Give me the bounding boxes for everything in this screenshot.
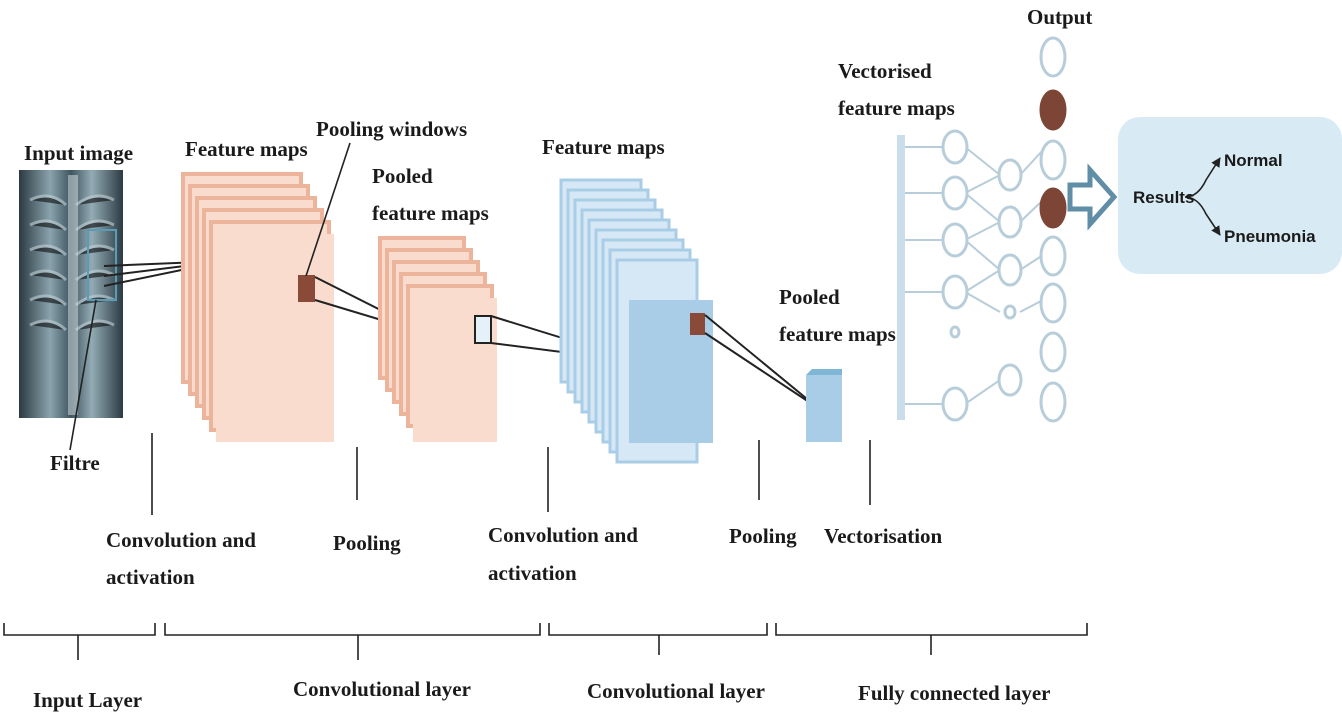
feature-maps-stack-1 xyxy=(181,172,334,442)
pool2-lines xyxy=(704,314,819,409)
pooled-feature-maps-cube xyxy=(806,369,842,442)
output-label: Output xyxy=(1027,5,1092,29)
step-ticks xyxy=(151,433,871,515)
normal-label: Normal xyxy=(1224,151,1283,170)
hollow-arrow-icon xyxy=(1067,163,1118,231)
step-conv1-line2: activation xyxy=(106,565,195,589)
pooling-windows-pointer xyxy=(305,142,351,277)
pooling-window-1 xyxy=(298,275,315,302)
results-label: Results xyxy=(1133,188,1194,207)
step-vectorisation: Vectorisation xyxy=(824,524,943,548)
feature-maps-2-label: Feature maps xyxy=(542,135,665,159)
filtre-pointer xyxy=(69,299,97,451)
step-conv1-line1: Convolution and xyxy=(106,528,256,552)
pooled-feature-maps-1-label-line2: feature maps xyxy=(372,201,489,225)
layer-conv1-label: Convolutional layer xyxy=(293,677,471,701)
fc-connections xyxy=(905,146,1044,405)
pooling-windows-label: Pooling windows xyxy=(316,117,467,141)
layer-brackets xyxy=(3,623,1088,660)
pooling-window-2 xyxy=(690,313,705,335)
conv2-filter-window xyxy=(474,315,492,344)
layer-input-label: Input Layer xyxy=(33,688,142,712)
pooled-feature-maps-1-label-line1: Pooled xyxy=(372,164,433,188)
pooled-feature-maps-2-label-line2: feature maps xyxy=(779,322,896,346)
vectorised-column xyxy=(897,135,905,420)
feature-maps-stack-2 xyxy=(559,178,713,464)
pneumonia-label: Pneumonia xyxy=(1224,227,1316,246)
pooled-feature-maps-2-label-line1: Pooled xyxy=(779,285,840,309)
filtre-label: Filtre xyxy=(50,451,100,475)
step-conv2-line1: Convolution and xyxy=(488,523,638,547)
vectorised-label-line1: Vectorised xyxy=(838,59,932,83)
layer-fc-label: Fully connected layer xyxy=(858,681,1050,705)
output-layer xyxy=(1039,36,1067,423)
hidden-layer-2 xyxy=(997,158,1023,397)
step-pooling1: Pooling xyxy=(333,531,401,555)
step-conv2-line2: activation xyxy=(488,561,577,585)
vectorised-label-line2: feature maps xyxy=(838,96,955,120)
hidden-layer-1 xyxy=(941,129,969,422)
input-image-label: Input image xyxy=(24,141,133,165)
results-box xyxy=(1118,117,1342,274)
feature-maps-1-label: Feature maps xyxy=(185,137,308,161)
layer-conv2-label: Convolutional layer xyxy=(587,679,765,703)
input-image xyxy=(19,170,123,418)
step-pooling2: Pooling xyxy=(729,524,797,548)
